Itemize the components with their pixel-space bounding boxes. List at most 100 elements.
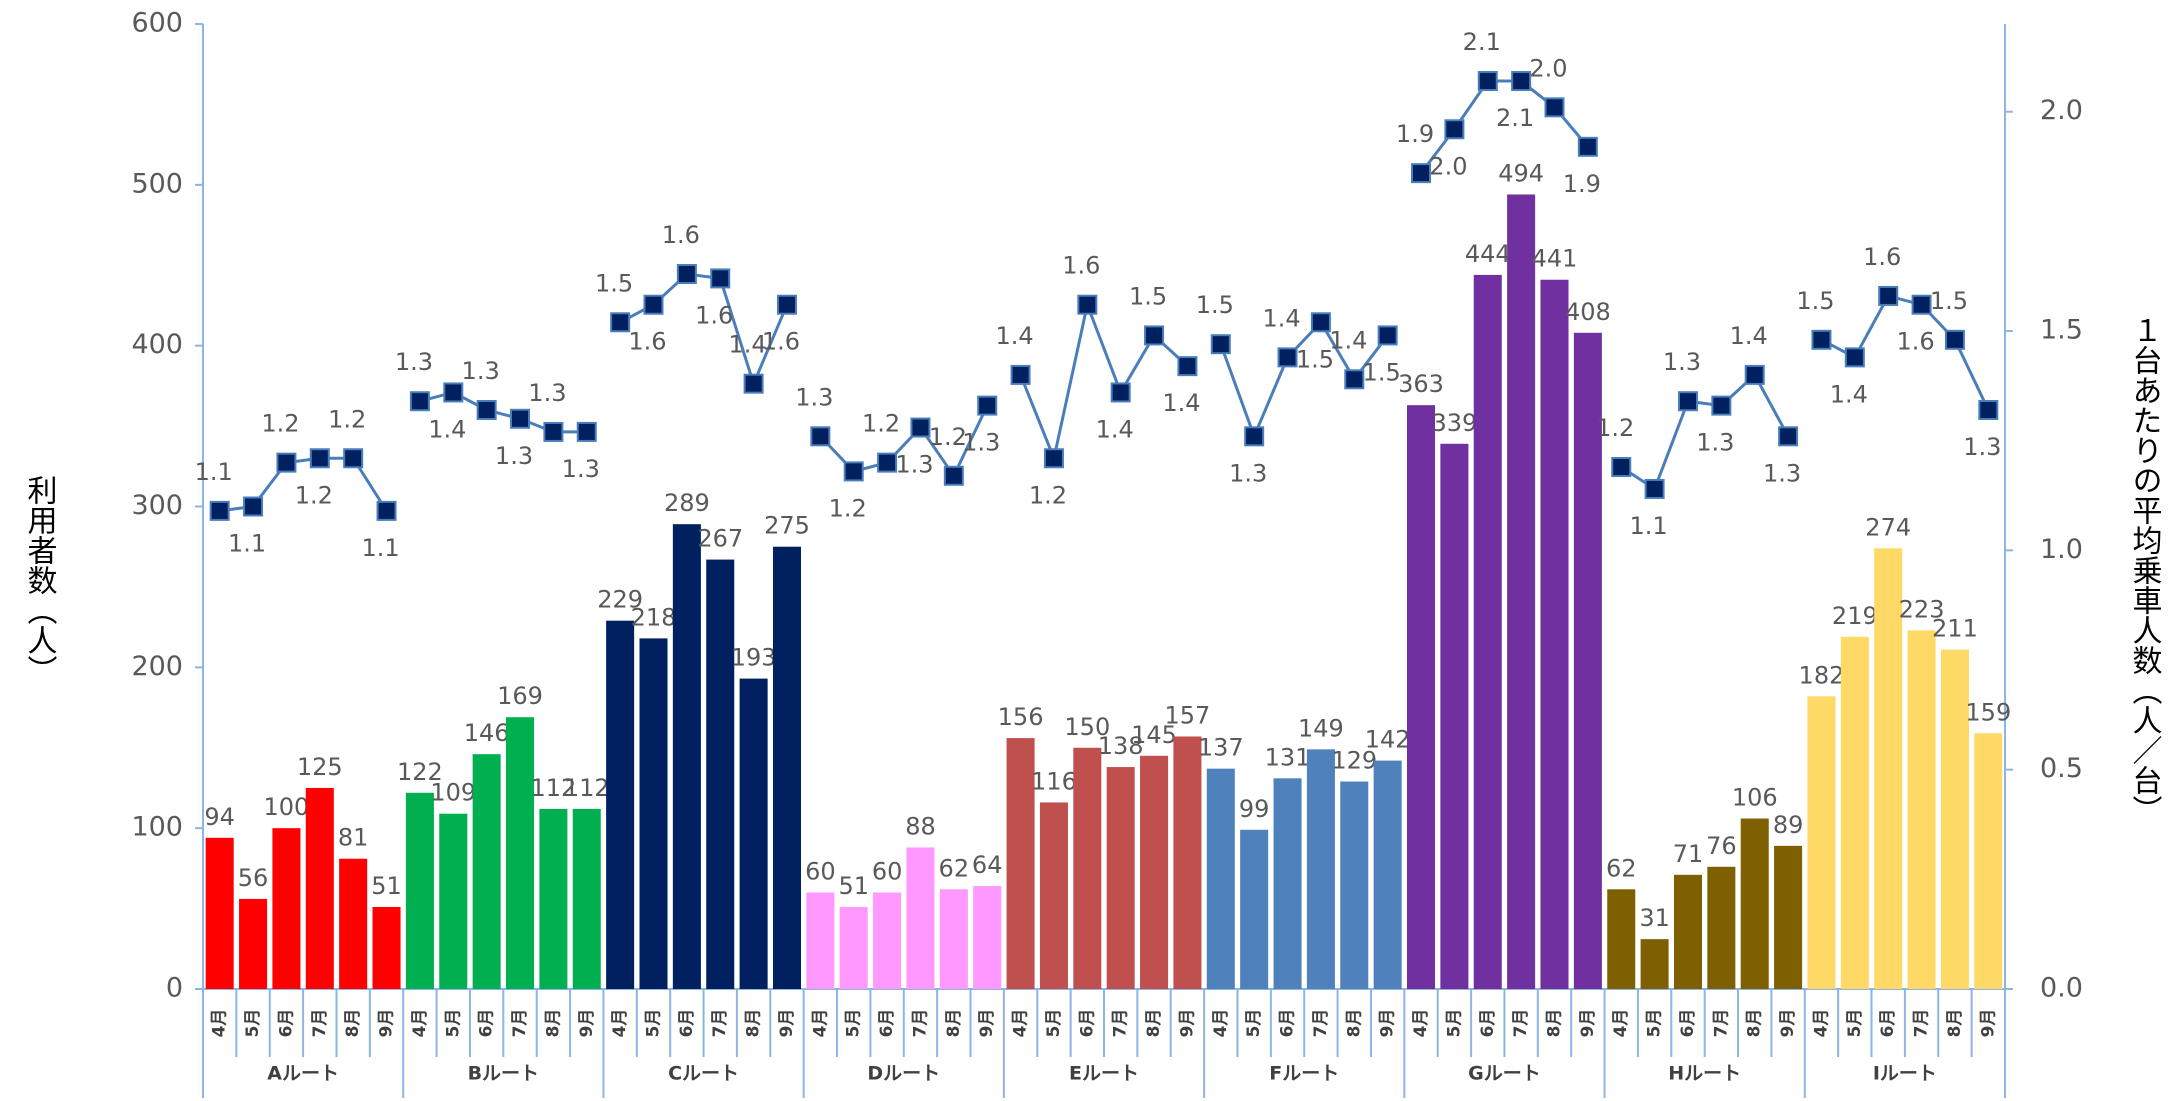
data-label: 444 bbox=[1465, 240, 1511, 268]
line-data-label: 1.5 bbox=[595, 269, 633, 297]
bar bbox=[739, 678, 768, 989]
line-marker bbox=[1077, 294, 1098, 315]
bar bbox=[1840, 636, 1869, 989]
x-tick-label: 8月 bbox=[1344, 1009, 1364, 1038]
line-marker bbox=[1577, 136, 1598, 157]
line-data-label: 1.1 bbox=[195, 458, 233, 486]
y-tick-label: 600 bbox=[131, 8, 183, 39]
bar bbox=[939, 889, 968, 989]
x-tick-label: 4月 bbox=[1811, 1009, 1831, 1038]
y-tick-label: 200 bbox=[131, 651, 183, 682]
line-marker bbox=[1844, 347, 1865, 368]
bar bbox=[1206, 768, 1235, 989]
line-data-label: 2.0 bbox=[1429, 152, 1467, 180]
x-tick-label: 9月 bbox=[377, 1009, 397, 1038]
bar bbox=[1340, 781, 1369, 989]
line-marker bbox=[1310, 312, 1331, 333]
line-data-label: 1.3 bbox=[895, 451, 933, 479]
line-marker bbox=[1677, 391, 1698, 412]
x-tick-label: 7月 bbox=[1511, 1009, 1531, 1038]
x-tick-label: 4月 bbox=[1211, 1009, 1231, 1038]
x-tick-label: 9月 bbox=[977, 1009, 997, 1038]
data-label: 218 bbox=[631, 603, 677, 631]
line-marker bbox=[476, 400, 497, 420]
line-data-label: 1.3 bbox=[495, 442, 533, 470]
bar bbox=[1273, 778, 1302, 989]
line-marker bbox=[1711, 395, 1732, 416]
data-label: 100 bbox=[264, 793, 310, 821]
line-data-label: 1.2 bbox=[295, 481, 333, 509]
bar bbox=[1473, 274, 1502, 989]
data-label: 109 bbox=[430, 779, 476, 807]
line-data-label: 1.4 bbox=[428, 415, 466, 443]
y2-tick-label: 2.0 bbox=[2040, 95, 2083, 126]
line-data-label: 1.6 bbox=[662, 221, 700, 249]
bar bbox=[1774, 845, 1803, 989]
line-data-label: 1.4 bbox=[1329, 326, 1367, 354]
data-label: 138 bbox=[1098, 732, 1144, 760]
data-label: 146 bbox=[464, 719, 510, 747]
line-data-label: 1.3 bbox=[395, 348, 433, 376]
line-marker bbox=[1544, 97, 1565, 118]
bar bbox=[1540, 279, 1569, 990]
data-label: 88 bbox=[905, 812, 936, 840]
data-label: 56 bbox=[238, 864, 269, 892]
line-data-label: 2.1 bbox=[1463, 28, 1501, 56]
x-tick-label: 4月 bbox=[1011, 1009, 1031, 1038]
bar bbox=[205, 837, 234, 989]
bar bbox=[1039, 802, 1068, 989]
bar bbox=[1140, 755, 1169, 989]
bar bbox=[539, 808, 568, 989]
line-marker bbox=[1377, 325, 1398, 346]
data-label: 60 bbox=[872, 858, 903, 886]
line-data-label: 1.5 bbox=[1796, 287, 1834, 315]
line-data-label: 1.4 bbox=[1162, 389, 1200, 417]
x-tick-label: 6月 bbox=[276, 1009, 296, 1038]
data-label: 137 bbox=[1198, 734, 1244, 762]
x-tick-label: 6月 bbox=[677, 1009, 697, 1038]
x-tick-label: 9月 bbox=[777, 1009, 797, 1038]
x-tick-label: 6月 bbox=[1077, 1009, 1097, 1038]
x-tick-label: 6月 bbox=[1678, 1009, 1698, 1038]
data-label: 193 bbox=[731, 644, 777, 672]
bar bbox=[973, 886, 1002, 989]
line-marker bbox=[276, 452, 297, 473]
line-marker bbox=[1110, 382, 1131, 403]
data-label: 112 bbox=[530, 774, 576, 802]
bar bbox=[506, 717, 535, 989]
bar bbox=[1006, 738, 1035, 989]
bar bbox=[1173, 736, 1202, 989]
bar bbox=[1740, 818, 1769, 989]
bar bbox=[1106, 767, 1135, 989]
line-data-label: 2.0 bbox=[1529, 54, 1567, 82]
data-label: 71 bbox=[1673, 840, 1704, 868]
bar bbox=[1673, 874, 1702, 989]
group-label: Dルート bbox=[867, 1063, 940, 1085]
line-marker bbox=[243, 496, 264, 517]
bar bbox=[1907, 630, 1936, 989]
bar bbox=[1974, 733, 2003, 989]
bar bbox=[1507, 194, 1536, 989]
bar bbox=[1073, 747, 1102, 989]
bar bbox=[1240, 829, 1269, 989]
bar bbox=[472, 754, 501, 989]
data-label: 51 bbox=[838, 872, 869, 900]
line-data-label: 1.2 bbox=[862, 410, 900, 438]
x-tick-label: 7月 bbox=[710, 1009, 730, 1038]
data-label: 494 bbox=[1498, 159, 1544, 187]
line-marker bbox=[910, 417, 931, 438]
x-tick-label: 7月 bbox=[1311, 1009, 1331, 1038]
group-label: Iルート bbox=[1873, 1063, 1937, 1085]
x-tick-label: 8月 bbox=[744, 1009, 764, 1038]
x-tick-label: 7月 bbox=[310, 1009, 330, 1038]
x-tick-label: 7月 bbox=[1711, 1009, 1731, 1038]
x-tick-label: 8月 bbox=[543, 1009, 563, 1038]
data-label: 94 bbox=[204, 803, 235, 831]
bar bbox=[1440, 443, 1469, 989]
line-marker bbox=[543, 421, 564, 442]
line-marker bbox=[1744, 364, 1765, 385]
line-marker bbox=[1944, 329, 1965, 350]
line-data-label: 1.5 bbox=[1930, 287, 1968, 315]
y-tick-label: 0 bbox=[166, 973, 183, 1004]
line-marker bbox=[743, 373, 764, 394]
